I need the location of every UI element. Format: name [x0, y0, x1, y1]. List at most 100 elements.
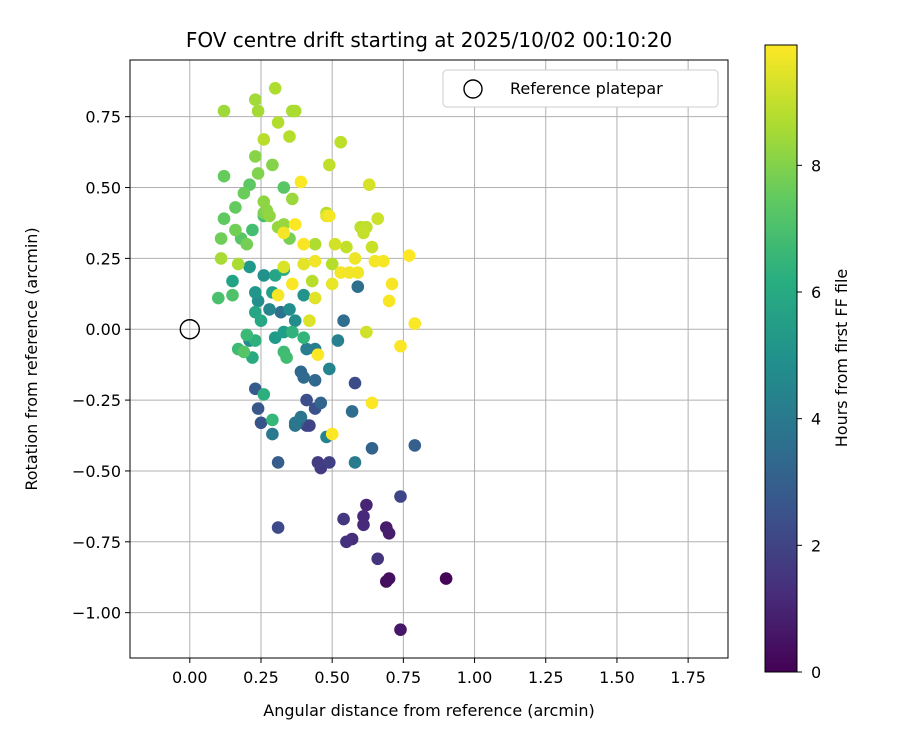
data-point — [303, 314, 316, 328]
data-point — [408, 439, 422, 452]
colorbar-tick-label: 2 — [811, 536, 821, 555]
data-point — [214, 252, 228, 265]
y-tick-label: 0.00 — [85, 320, 121, 339]
data-point — [226, 288, 239, 302]
data-point — [288, 416, 302, 430]
data-point — [377, 254, 390, 268]
data-point — [365, 442, 379, 455]
data-point — [297, 257, 311, 271]
data-point — [229, 223, 242, 237]
data-point — [229, 201, 242, 214]
data-point — [351, 266, 365, 279]
reference-platepar-marker — [179, 319, 201, 340]
data-point — [331, 334, 345, 347]
data-point — [325, 427, 339, 441]
y-tick-label: 0.25 — [85, 249, 121, 268]
data-point — [308, 291, 322, 305]
data-point — [280, 351, 293, 364]
plot-frame — [129, 59, 729, 659]
data-point — [268, 82, 282, 95]
data-point — [334, 266, 348, 279]
data-point — [362, 178, 376, 191]
legend-label: Reference platepar — [510, 79, 663, 98]
data-point — [337, 512, 350, 526]
data-point — [325, 257, 339, 271]
data-point — [348, 376, 362, 390]
data-point — [323, 158, 336, 172]
data-point — [394, 623, 407, 636]
data-point — [294, 175, 308, 189]
data-point — [300, 393, 313, 407]
colorbar-label: Hours from first FF file — [832, 269, 851, 448]
data-point — [263, 209, 276, 223]
x-tick-label: 0.50 — [314, 668, 350, 687]
data-point — [212, 291, 225, 305]
colorbar-tick-label: 4 — [811, 410, 821, 429]
data-point — [257, 195, 271, 208]
data-point — [283, 130, 296, 143]
data-point — [288, 314, 302, 328]
data-point — [231, 257, 245, 271]
data-point — [217, 104, 231, 118]
data-point — [288, 218, 302, 231]
data-point — [257, 269, 271, 282]
y-tick-label: −1.00 — [72, 604, 121, 623]
y-tick-label: 0.50 — [85, 179, 121, 198]
data-point — [360, 325, 373, 339]
y-tick-label: −0.50 — [72, 462, 121, 481]
data-point — [286, 192, 299, 206]
data-point — [271, 456, 285, 469]
data-point — [254, 416, 268, 430]
legend: Reference platepar — [442, 69, 719, 108]
data-point — [323, 209, 336, 223]
y-axis-ticks: 0.75 0.50 0.25 0.00 −0.25 −0.50 −0.75 −1.00 — [72, 108, 130, 623]
legend-frame — [442, 69, 719, 108]
x-tick-label: 0.00 — [172, 668, 208, 687]
data-point — [288, 104, 302, 118]
data-point — [394, 339, 407, 353]
data-point — [286, 325, 299, 339]
data-point — [217, 212, 231, 225]
colorbar-ticks: 0 2 4 6 8 — [797, 156, 821, 682]
colorbar-tick-label: 6 — [811, 283, 821, 302]
data-point — [357, 226, 370, 240]
data-point — [297, 288, 311, 302]
data-point — [345, 405, 359, 418]
data-point — [382, 572, 396, 585]
legend-marker-open-circle — [463, 79, 483, 99]
data-point — [214, 232, 228, 245]
data-point — [382, 527, 396, 540]
data-point — [303, 419, 316, 432]
data-point — [237, 186, 251, 200]
data-point — [266, 427, 279, 441]
data-point — [251, 402, 265, 415]
data-point — [382, 294, 396, 308]
data-point — [249, 93, 262, 106]
data-point — [371, 552, 385, 566]
data-point — [266, 413, 279, 427]
data-point — [340, 240, 353, 254]
data-point — [257, 388, 271, 401]
data-point — [357, 518, 370, 532]
data-point — [286, 277, 299, 291]
y-tick-label: −0.25 — [72, 391, 121, 410]
data-point — [297, 237, 311, 251]
data-point — [251, 104, 265, 118]
data-point — [263, 303, 276, 316]
data-point — [305, 274, 319, 288]
data-points — [212, 82, 453, 636]
data-point — [351, 280, 365, 294]
data-point — [308, 374, 322, 387]
data-point — [271, 288, 285, 302]
x-axis-label: Angular distance from reference (arcmin) — [263, 701, 594, 720]
y-axis-label: Rotation from reference (arcmin) — [22, 227, 41, 490]
colorbar-tick-label: 8 — [811, 156, 821, 175]
data-point — [277, 181, 291, 194]
data-point — [365, 240, 379, 254]
data-point — [249, 286, 262, 299]
x-axis-ticks: 0.00 0.25 0.50 0.75 1.00 1.25 1.50 1.75 — [172, 658, 706, 687]
data-point — [283, 303, 296, 316]
data-point — [240, 328, 254, 342]
chart-title: FOV centre drift starting at 2025/10/02 … — [186, 28, 672, 52]
